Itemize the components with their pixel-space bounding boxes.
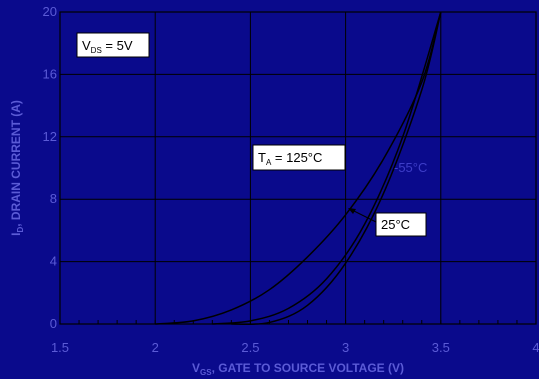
- x-tick-label: 2.5: [241, 340, 259, 355]
- series-curves: [155, 11, 442, 326]
- t25-pointer-line: [351, 209, 377, 223]
- t125-label-sub: A: [266, 158, 272, 167]
- x-axis-title-rest: , GATE TO SOURCE VOLTAGE (V): [212, 361, 404, 375]
- vds-label-sub: DS: [91, 46, 102, 55]
- x-tick-label: 3: [342, 340, 349, 355]
- y-tick-label: 20: [43, 4, 57, 19]
- y-axis-title-rest: , DRAIN CURRENT (A): [9, 100, 23, 227]
- x-axis-title-sub: GS: [200, 368, 212, 377]
- y-axis-title: ID, DRAIN CURRENT (A): [9, 100, 25, 236]
- x-axis-title: VGS, GATE TO SOURCE VOLTAGE (V): [192, 361, 404, 377]
- vds-label-box: [76, 32, 150, 58]
- y-tick-label: 4: [50, 254, 57, 269]
- t25-label: 25°C: [381, 217, 410, 232]
- x-tick-label: 4: [532, 340, 539, 355]
- curve-minus55c: [212, 11, 442, 325]
- curve-25c: [231, 11, 442, 326]
- vds-label-main: V: [82, 38, 91, 53]
- vds-label-rest: = 5V: [102, 38, 133, 53]
- t125-label-rest: = 125°C: [271, 150, 322, 165]
- tick-labels: 1.5 2 2.5 3 3.5 4 0 4 8 12 16 20: [43, 4, 539, 355]
- t25-pointer-arrowhead: [348, 208, 356, 214]
- x-axis-title-main: V: [192, 361, 200, 375]
- t125-label: TA = 125°C: [258, 150, 322, 167]
- x-tick-label: 2: [152, 340, 159, 355]
- tm55-label: -55°C: [394, 160, 427, 175]
- vds-label: VDS = 5V: [82, 38, 133, 55]
- x-tick-label: 3.5: [432, 340, 450, 355]
- y-axis-title-sub: D: [16, 227, 25, 233]
- y-tick-label: 0: [50, 316, 57, 331]
- y-axis-title-main: I: [9, 233, 23, 236]
- t125-label-main: T: [258, 150, 266, 165]
- t125-label-box: [252, 144, 346, 171]
- y-tick-label: 16: [43, 66, 57, 81]
- grid-lines: [59, 12, 537, 324]
- x-tick-label: 1.5: [51, 340, 69, 355]
- t25-label-box: [375, 212, 427, 237]
- y-tick-label: 8: [50, 191, 57, 206]
- y-tick-label: 12: [43, 129, 57, 144]
